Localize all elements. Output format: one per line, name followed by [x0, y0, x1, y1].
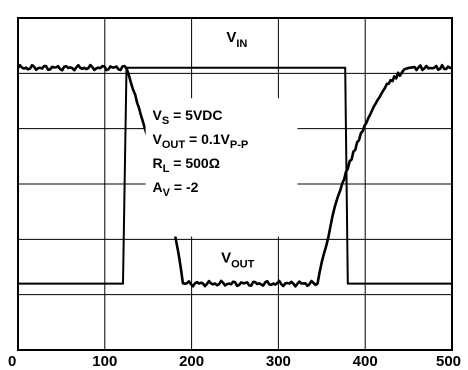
annotation-background	[145, 98, 298, 237]
x-axis-tick-labels: 0 100 200 300 400 500	[8, 353, 461, 370]
annotation-output-voltage: VOUT = 0.1VP-P	[153, 131, 249, 151]
x-tick-label: 200	[179, 353, 204, 370]
annotation-supply-voltage: VS = 5VDC	[153, 107, 223, 127]
x-tick-label: 300	[266, 353, 291, 370]
x-tick-label: 500	[436, 353, 461, 370]
plot-frame	[17, 17, 453, 351]
series-line-vin	[18, 66, 452, 285]
annotation-gain: AV = -2	[153, 179, 199, 199]
series-line-vout	[16, 63, 452, 288]
annotation-load-resistance: RL = 500Ω	[153, 155, 220, 175]
x-tick-label: 100	[92, 353, 117, 370]
x-tick-label: 400	[353, 353, 378, 370]
series-layer	[16, 63, 452, 288]
series-label-vout: VOUT	[221, 250, 255, 271]
x-tick-label: 0	[8, 353, 16, 370]
series-label-vin: VIN	[226, 29, 247, 50]
